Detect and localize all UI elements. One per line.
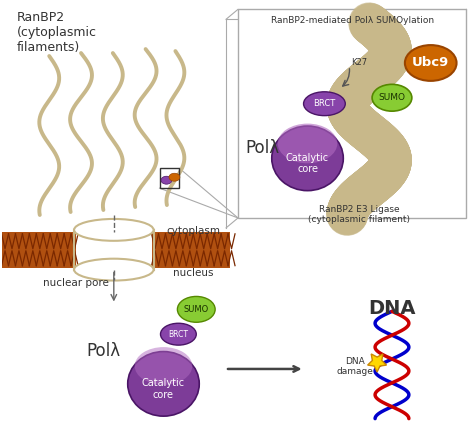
Ellipse shape [74, 259, 154, 280]
Text: RanBP2 E3 Ligase
(cytoplasmic filament): RanBP2 E3 Ligase (cytoplasmic filament) [308, 205, 410, 225]
Bar [238, 9, 466, 218]
Text: nucleus: nucleus [173, 268, 214, 277]
Text: DNA
damage: DNA damage [337, 357, 374, 376]
Text: RanBP2
(cytoplasmic
filaments): RanBP2 (cytoplasmic filaments) [17, 11, 96, 54]
Text: Catalytic
core: Catalytic core [286, 153, 329, 174]
Ellipse shape [169, 173, 180, 181]
Text: DNA: DNA [368, 299, 416, 319]
Text: K27: K27 [351, 58, 367, 68]
Text: Polλ: Polλ [245, 140, 279, 157]
Ellipse shape [128, 352, 199, 416]
Ellipse shape [272, 126, 343, 191]
Ellipse shape [74, 219, 154, 241]
Text: nuclear pore: nuclear pore [43, 277, 109, 288]
Ellipse shape [161, 176, 172, 184]
Polygon shape [368, 354, 386, 372]
Ellipse shape [177, 297, 215, 322]
Text: cytoplasm: cytoplasm [166, 226, 220, 236]
Bar [1, 232, 76, 268]
Text: BRCT: BRCT [313, 99, 336, 108]
Text: RanBP2-mediated Polλ SUMOylation: RanBP2-mediated Polλ SUMOylation [271, 16, 434, 25]
Ellipse shape [135, 347, 192, 385]
Text: Catalytic
core: Catalytic core [142, 378, 185, 400]
Text: Polλ: Polλ [86, 342, 120, 360]
Text: SUMO: SUMO [183, 305, 209, 314]
Text: SUMO: SUMO [378, 93, 405, 102]
Bar [160, 168, 179, 188]
Ellipse shape [278, 124, 337, 163]
Text: Ubc9: Ubc9 [412, 57, 449, 69]
Bar [152, 232, 230, 268]
Text: BRCT: BRCT [168, 330, 188, 339]
Ellipse shape [372, 84, 412, 111]
Ellipse shape [161, 323, 196, 345]
Ellipse shape [405, 45, 456, 81]
Ellipse shape [303, 92, 345, 115]
